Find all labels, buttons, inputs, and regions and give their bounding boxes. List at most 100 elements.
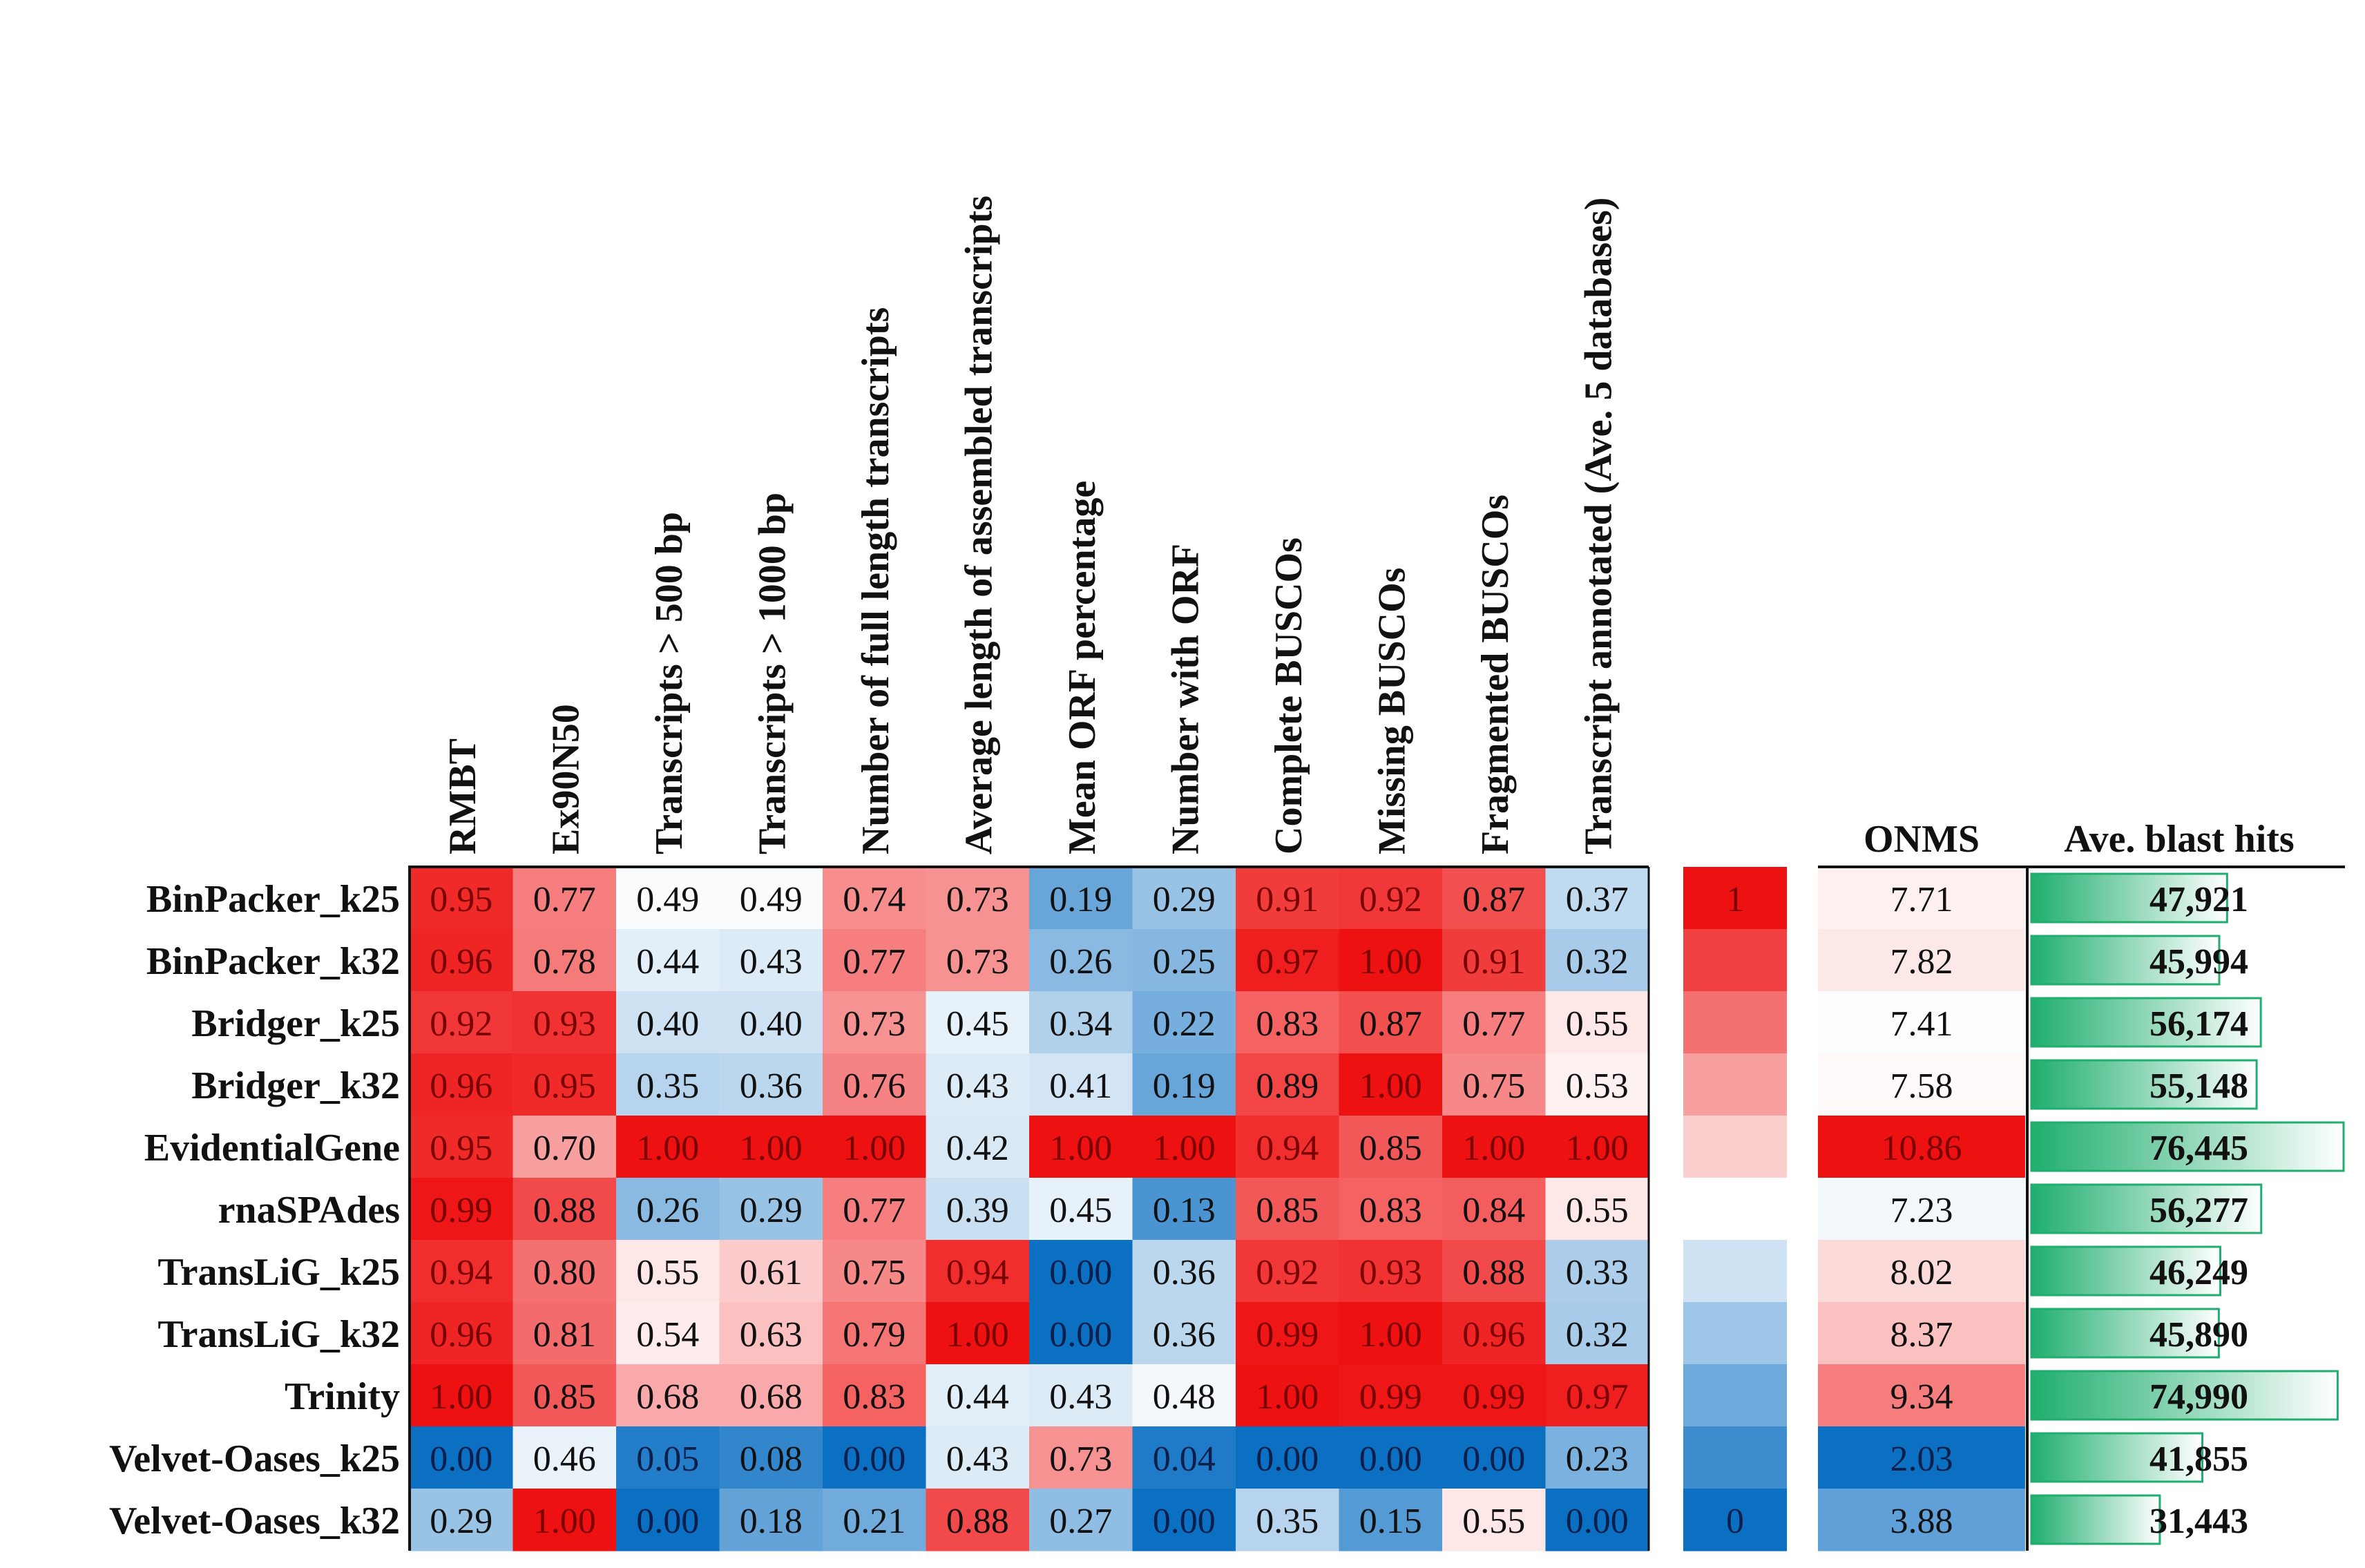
heatmap-cell bbox=[1545, 991, 1649, 1054]
heatmap-cell bbox=[823, 1178, 927, 1241]
cell-value: 0.94 bbox=[946, 1253, 1009, 1292]
heatmap-cell bbox=[616, 1426, 720, 1489]
heatmap-cell bbox=[410, 1489, 514, 1551]
cell-value: 0.00 bbox=[1256, 1440, 1319, 1479]
heatmap-cell bbox=[1442, 1364, 1547, 1427]
heatmap-cell bbox=[719, 1116, 823, 1178]
heatmap-cell bbox=[1339, 1364, 1443, 1427]
cell-value: 0.68 bbox=[740, 1377, 803, 1417]
cell-value: 0.76 bbox=[843, 1067, 906, 1106]
column-header: Transcripts > 1000 bp bbox=[751, 493, 794, 854]
blast-bar bbox=[2030, 872, 2228, 924]
heatmap-cell bbox=[823, 929, 927, 992]
cell-value: 0.55 bbox=[1566, 1191, 1629, 1230]
cell-value: 0.94 bbox=[430, 1253, 492, 1292]
blast-value: 56,277 bbox=[2149, 1191, 2248, 1230]
cell-value: 0.40 bbox=[636, 1004, 699, 1044]
heatmap-cell bbox=[719, 1240, 823, 1303]
cell-value: 0.29 bbox=[740, 1191, 803, 1230]
heatmap-cell bbox=[1339, 1426, 1443, 1489]
row-label: BinPacker_k32 bbox=[146, 940, 400, 983]
heatmap-cell bbox=[823, 1302, 927, 1365]
heatmap-cell bbox=[926, 1489, 1030, 1551]
cell-value: 0.29 bbox=[1153, 880, 1216, 919]
cell-value: 0.33 bbox=[1566, 1253, 1629, 1292]
heatmap-cell bbox=[1545, 929, 1649, 992]
heatmap-cell bbox=[513, 991, 617, 1054]
heatmap-cell bbox=[410, 1302, 514, 1365]
heatmap-cell bbox=[1442, 1302, 1547, 1365]
heatmap-cell bbox=[1442, 1489, 1547, 1551]
cell-value: 0.48 bbox=[1153, 1377, 1216, 1417]
cell-value: 0.35 bbox=[1256, 1502, 1319, 1541]
color-legend: 10 bbox=[1683, 867, 1787, 1551]
cell-value: 0.78 bbox=[533, 942, 596, 982]
legend-swatch bbox=[1683, 1426, 1787, 1489]
cell-value: 0.55 bbox=[636, 1253, 699, 1292]
onms-cell bbox=[1818, 1116, 2025, 1178]
cell-value: 0.97 bbox=[1256, 942, 1319, 982]
heatmap-cell bbox=[1236, 1053, 1340, 1116]
cell-value: 0.00 bbox=[1049, 1253, 1112, 1292]
cell-value: 0.00 bbox=[1153, 1502, 1216, 1541]
heatmap-cell bbox=[719, 1053, 823, 1116]
heatmap-cell bbox=[1442, 991, 1547, 1054]
onms-cell bbox=[1818, 1240, 2025, 1303]
onms-value: 9.34 bbox=[1890, 1377, 1953, 1417]
cell-value: 0.37 bbox=[1566, 880, 1629, 919]
cell-value: 0.27 bbox=[1049, 1502, 1112, 1541]
cell-value: 0.43 bbox=[740, 942, 803, 982]
cell-value: 0.26 bbox=[1049, 942, 1112, 982]
cell-value: 0.32 bbox=[1566, 942, 1629, 982]
legend-min-label: 0 bbox=[1726, 1502, 1744, 1541]
heatmap-cell bbox=[823, 1426, 927, 1489]
column-header: Missing BUSCOs bbox=[1370, 568, 1413, 854]
cell-value: 0.32 bbox=[1566, 1315, 1629, 1355]
row-labels: BinPacker_k25 BinPacker_k32 Bridger_k25 Bri… bbox=[109, 878, 400, 1542]
legend-swatch bbox=[1683, 1489, 1787, 1551]
heatmap-cell bbox=[513, 1240, 617, 1303]
cell-value: 0.73 bbox=[843, 1004, 906, 1044]
legend-swatch bbox=[1683, 1302, 1787, 1365]
heatmap-cell bbox=[1029, 867, 1133, 930]
cell-value: 0.21 bbox=[843, 1502, 906, 1541]
heatmap-cell bbox=[513, 1116, 617, 1178]
cell-value: 1.00 bbox=[636, 1129, 699, 1168]
heatmap-cell bbox=[513, 1302, 617, 1365]
cell-value: 0.92 bbox=[1359, 880, 1422, 919]
onms-cell bbox=[1818, 1178, 2025, 1241]
heatmap-cell bbox=[1029, 1116, 1133, 1178]
cell-value: 0.88 bbox=[533, 1191, 596, 1230]
row-label: Bridger_k25 bbox=[191, 1002, 400, 1045]
cell-value: 0.99 bbox=[1462, 1377, 1525, 1417]
heatmap-cell bbox=[926, 929, 1030, 992]
heatmap-cell bbox=[823, 991, 927, 1054]
heatmap-cell bbox=[719, 1426, 823, 1489]
cell-value: 0.87 bbox=[1359, 1004, 1422, 1044]
column-header: Transcript annotated (Ave. 5 databases) bbox=[1577, 198, 1620, 854]
cell-value: 1.00 bbox=[533, 1502, 596, 1541]
heatmap-cell bbox=[1545, 1302, 1649, 1365]
heatmap-cell bbox=[1029, 1178, 1133, 1241]
heatmap-cell bbox=[1132, 1053, 1236, 1116]
cell-value: 0.96 bbox=[430, 942, 492, 982]
column-header: Transcripts > 500 bp bbox=[648, 512, 691, 854]
heatmap-cell bbox=[1339, 1302, 1443, 1365]
legend-swatch bbox=[1683, 1178, 1787, 1241]
heatmap-cell bbox=[719, 1364, 823, 1427]
cell-value: 0.79 bbox=[843, 1315, 906, 1355]
row-label: Trinity bbox=[285, 1375, 400, 1418]
heatmap-cell bbox=[1339, 1489, 1443, 1551]
cell-value: 0.53 bbox=[1566, 1067, 1629, 1106]
cell-value: 0.55 bbox=[1566, 1004, 1629, 1044]
heatmap-cell bbox=[1132, 1364, 1236, 1427]
cell-value: 0.36 bbox=[1153, 1315, 1216, 1355]
cell-value: 0.46 bbox=[533, 1440, 596, 1479]
cell-value: 0.77 bbox=[533, 880, 596, 919]
cell-value: 0.00 bbox=[430, 1440, 492, 1479]
heatmap-cell bbox=[513, 1426, 617, 1489]
column-header: RMBT bbox=[441, 738, 484, 854]
blast-bar bbox=[2030, 1370, 2339, 1421]
heatmap-cell bbox=[1029, 1302, 1133, 1365]
